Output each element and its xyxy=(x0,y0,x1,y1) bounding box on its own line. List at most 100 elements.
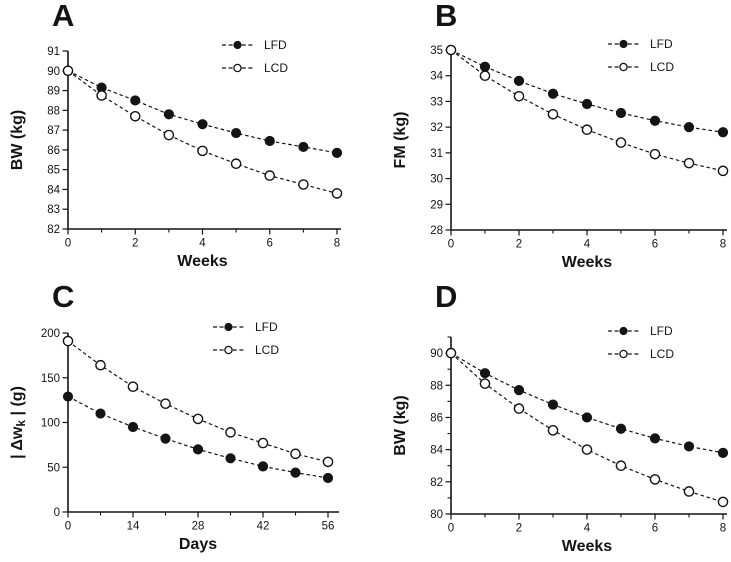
open-circle-marker xyxy=(683,486,695,497)
filled-circle-marker xyxy=(479,368,491,379)
x-axis-label: Days xyxy=(179,536,217,553)
y-tick-label: 35 xyxy=(430,45,443,57)
open-circle-marker xyxy=(62,335,74,347)
y-tick-label: 150 xyxy=(41,373,60,385)
legend-label-LCD: LCD xyxy=(650,347,674,361)
legend-label-LFD: LFD xyxy=(264,38,287,52)
x-tick-labels: 0 2 4 6 8 xyxy=(448,230,726,251)
x-tick-label: 28 xyxy=(192,521,205,533)
series-LCD xyxy=(62,335,334,468)
y-axis-label: | Δwk | (g) xyxy=(9,386,28,459)
chart-A: 82 83 84 85 86 87 88 89 90 91 0 2 4 6 8 Weeks BW (kg) LFD… xyxy=(9,38,343,270)
filled-circle-marker xyxy=(479,61,491,72)
y-tick-label: 31 xyxy=(430,148,443,160)
series-LFD xyxy=(62,65,343,158)
x-tick-label: 0 xyxy=(448,523,454,535)
open-circle-marker xyxy=(298,179,309,190)
y-tick-label: 88 xyxy=(430,380,443,392)
chart-B: 28 29 30 31 32 33 34 35 0 2 4 6 8 Weeks FM (kg) LFD LCD xyxy=(392,37,729,271)
filled-circle-marker xyxy=(683,122,695,133)
filled-circle-marker xyxy=(225,453,236,464)
open-circle-marker xyxy=(230,158,242,170)
x-tick-labels: 0 14 28 42 56 xyxy=(65,512,335,533)
series-line-LCD xyxy=(67,70,338,194)
x-tick-label: 56 xyxy=(322,521,335,533)
legend: LFD LCD xyxy=(608,37,674,74)
y-tick-label: 84 xyxy=(47,184,60,196)
filled-circle-marker xyxy=(649,115,661,126)
series-line-LFD xyxy=(67,396,329,479)
legend-filled-circle-icon xyxy=(224,322,233,332)
y-tick-label: 89 xyxy=(47,86,60,98)
filled-circle-marker xyxy=(290,467,301,478)
x-tick-label: 2 xyxy=(132,238,138,250)
open-circle-marker xyxy=(615,460,627,472)
y-tick-label: 29 xyxy=(430,199,443,211)
panel-A: A 82 83 84 85 86 87 88 89 90 91 0 2 4 6 8 Weeks BW (kg) L… xyxy=(0,0,365,281)
filled-circle-marker xyxy=(513,385,525,396)
legend-open-circle-icon xyxy=(619,349,628,359)
x-axis-label: Weeks xyxy=(562,538,613,555)
series-LCD xyxy=(445,347,729,508)
y-tick-label: 88 xyxy=(47,105,60,117)
y-axis-label: FM (kg) xyxy=(392,112,409,169)
y-tick-label: 90 xyxy=(47,66,60,78)
open-circle-marker xyxy=(479,70,491,82)
filled-circle-marker xyxy=(615,107,627,119)
y-tick-label: 84 xyxy=(430,445,443,457)
open-circle-marker xyxy=(513,403,525,414)
filled-circle-marker xyxy=(615,423,627,434)
open-circle-marker xyxy=(331,188,343,199)
series-LCD xyxy=(62,65,343,199)
series-line-LCD xyxy=(67,340,329,463)
open-circle-marker xyxy=(127,381,139,392)
y-tick-label: 82 xyxy=(430,477,443,489)
y-tick-label: 91 xyxy=(47,46,60,58)
y-tick-label: 32 xyxy=(430,122,443,134)
panel-letter-A: A xyxy=(52,0,75,33)
panel-C: C 0 50 100 150 200 0 14 28 42 56 Days | Δwk | (g) LF… xyxy=(0,281,365,562)
x-tick-label: 8 xyxy=(334,238,340,250)
legend-filled-circle-icon xyxy=(619,326,628,336)
x-tick-labels: 0 2 4 6 8 xyxy=(65,229,340,250)
x-tick-label: 14 xyxy=(127,521,140,533)
x-tick-label: 6 xyxy=(652,239,658,251)
open-circle-marker xyxy=(264,170,276,181)
open-circle-marker xyxy=(581,124,593,136)
filled-circle-marker xyxy=(322,472,334,484)
x-tick-label: 4 xyxy=(584,239,591,251)
filled-circle-marker xyxy=(264,135,275,147)
chart-D: 80 82 84 86 88 90 0 2 4 6 8 Weeks BW (kg) LFD LCD xyxy=(392,324,729,555)
open-circle-marker xyxy=(95,359,106,371)
plot-area: 80 82 84 86 88 90 0 2 4 6 8 Weeks BW (kg) LFD LCD xyxy=(392,324,729,555)
filled-circle-marker xyxy=(95,408,106,419)
panel-letter-C: C xyxy=(52,279,75,314)
open-circle-marker xyxy=(547,108,559,120)
y-tick-label: 83 xyxy=(47,204,60,216)
filled-circle-marker xyxy=(513,75,525,86)
open-circle-marker xyxy=(96,90,107,101)
open-circle-marker xyxy=(197,145,208,157)
open-circle-marker xyxy=(225,427,236,438)
filled-circle-marker xyxy=(683,441,695,452)
panel-B: B 28 29 30 31 32 33 34 35 0 2 4 6 8 Weeks FM (kg) LFD LC… xyxy=(366,0,731,281)
series-LFD xyxy=(445,44,729,138)
x-tick-label: 0 xyxy=(448,239,454,251)
open-circle-marker xyxy=(322,456,334,468)
y-tick-label: 100 xyxy=(41,418,60,430)
y-tick-labels: 0 50 100 150 200 xyxy=(41,328,68,519)
x-axis-label: Weeks xyxy=(177,253,228,270)
open-circle-marker xyxy=(445,44,457,56)
open-circle-marker xyxy=(581,444,593,455)
legend-label-LCD: LCD xyxy=(255,343,279,357)
x-tick-label: 6 xyxy=(267,238,273,250)
legend-filled-circle-icon xyxy=(233,40,242,50)
filled-circle-marker xyxy=(717,447,729,458)
open-circle-marker xyxy=(615,137,627,148)
y-tick-label: 200 xyxy=(41,328,60,340)
y-tick-label: 90 xyxy=(430,348,443,360)
y-tick-label: 87 xyxy=(47,125,60,137)
legend-label-LCD: LCD xyxy=(264,61,288,75)
